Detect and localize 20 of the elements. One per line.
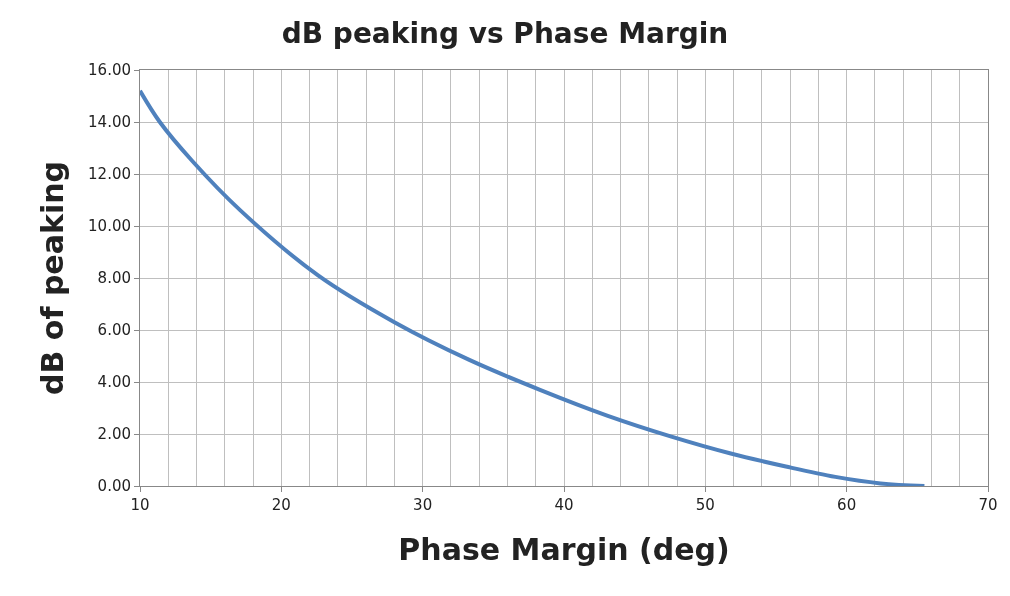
y-tick-label: 0.00 — [97, 477, 131, 496]
y-tick-label: 2.00 — [97, 425, 131, 444]
x-tick-label: 50 — [695, 496, 715, 514]
x-tick-label: 60 — [837, 496, 857, 514]
y-tick-label: 4.00 — [97, 373, 131, 392]
x-tick-label: 40 — [554, 496, 574, 514]
y-tick-label: 12.00 — [88, 165, 131, 184]
y-tick-label: 14.00 — [88, 113, 131, 132]
y-tick-label: 10.00 — [88, 217, 131, 236]
x-tick-label: 70 — [978, 496, 998, 514]
x-axis-title: Phase Margin (deg) — [398, 531, 730, 567]
y-tick-label: 16.00 — [88, 61, 131, 80]
chart-title: dB peaking vs Phase Margin — [281, 17, 729, 51]
y-tick-label: 8.00 — [97, 269, 131, 288]
x-tick-label: 10 — [130, 496, 150, 514]
x-tick-label: 20 — [271, 496, 291, 514]
y-axis-title: dB of peaking — [35, 160, 71, 396]
line-series — [140, 88, 927, 486]
y-tick-label: 6.00 — [97, 321, 131, 340]
x-tick-label: 30 — [413, 496, 433, 514]
